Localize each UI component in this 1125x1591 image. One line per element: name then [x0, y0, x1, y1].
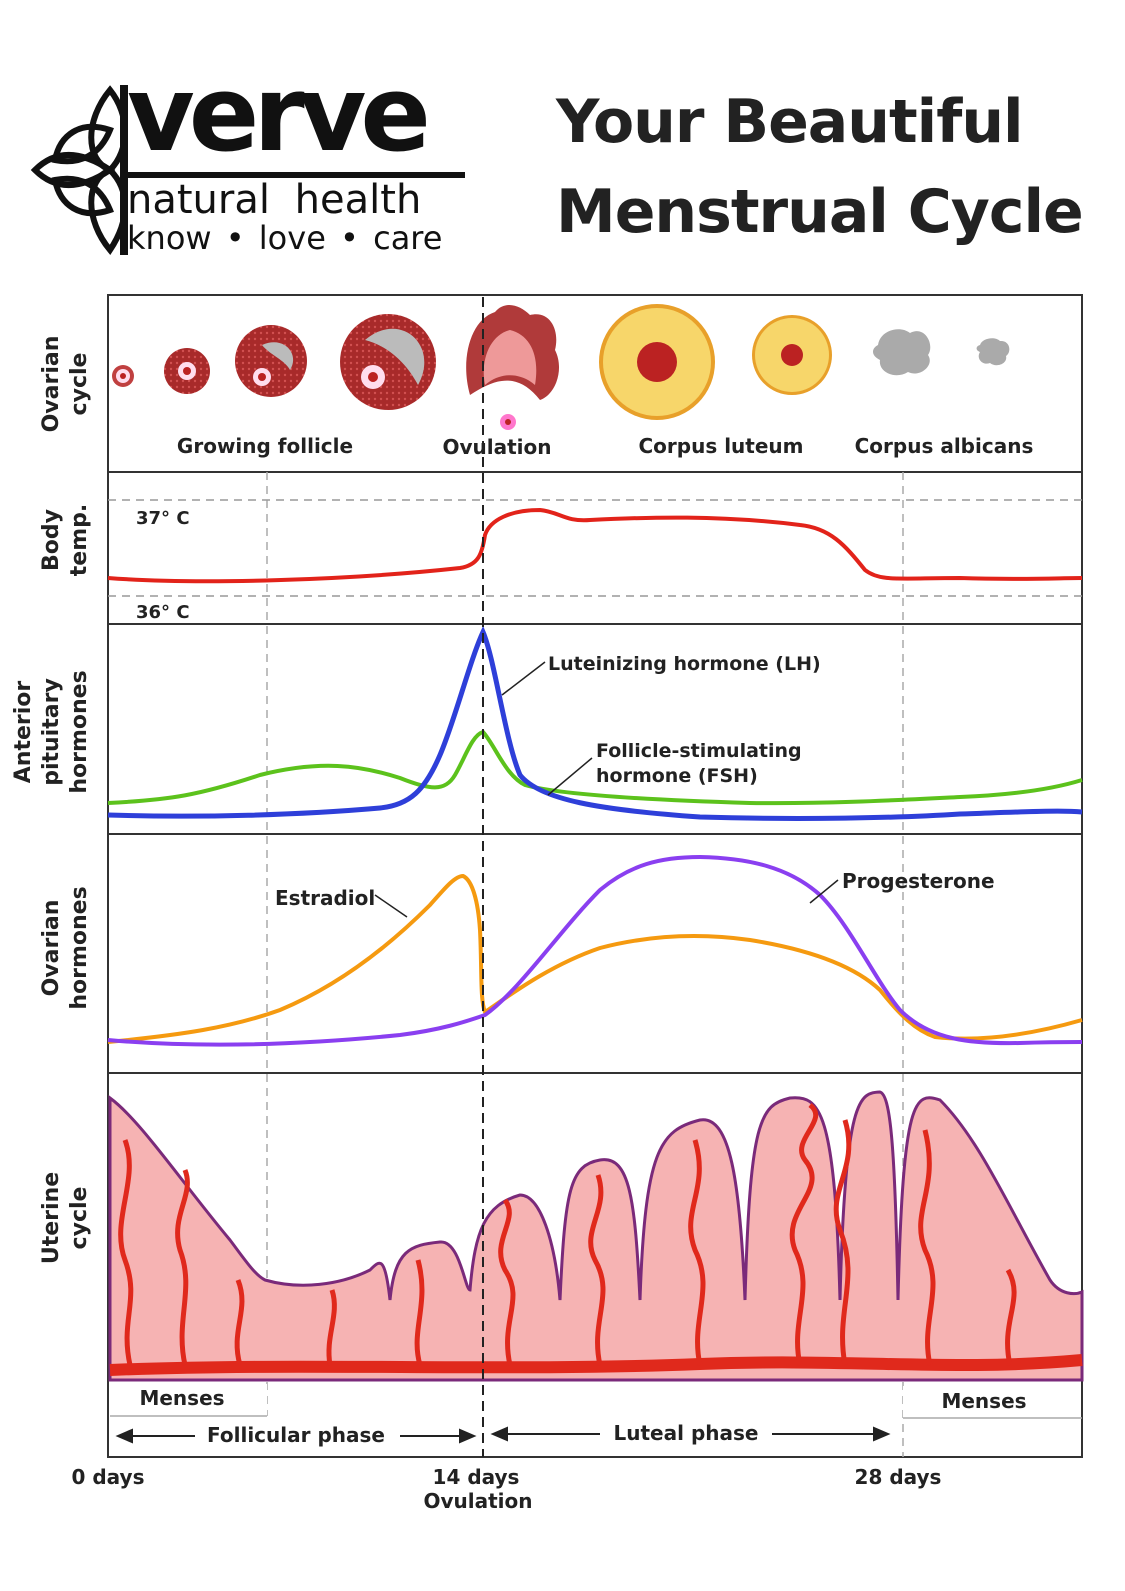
menses-right-label: Menses — [941, 1389, 1026, 1413]
ovulation-stage-label: Ovulation — [442, 435, 551, 459]
follicle-4 — [340, 314, 436, 410]
progesterone-leader — [809, 879, 839, 904]
title-line-2: Menstrual Cycle — [556, 177, 1084, 247]
follicle-1 — [112, 365, 134, 387]
corpus-luteum-large — [599, 304, 715, 420]
day-0-label: 0 days — [71, 1465, 144, 1489]
brand-divider — [127, 172, 465, 178]
fsh-label-line2: hormone (FSH) — [596, 765, 758, 787]
corpus-luteum-label: Corpus luteum — [639, 434, 804, 458]
ovarian-hormones-label: Ovarian hormones — [39, 886, 92, 1009]
ovarian-cycle-label: Ovarian cycle — [39, 336, 92, 433]
anterior-pituitary-label: Anterior pituitary hormones — [11, 670, 92, 793]
temp-36-label: 36° C — [136, 602, 190, 623]
menses-left-box — [110, 1384, 267, 1416]
title-line-1: Your Beautiful — [556, 87, 1024, 157]
lh-label: Luteinizing hormone (LH) — [548, 653, 821, 675]
verve-logo — [25, 80, 485, 260]
estradiol-label: Estradiol — [275, 886, 375, 910]
day-14-label: 14 days — [433, 1465, 520, 1489]
follicle-3 — [235, 325, 307, 397]
luteal-phase-label: Luteal phase — [614, 1421, 759, 1445]
uterine-lining — [108, 1090, 1084, 1382]
diagram-frame — [107, 294, 1083, 1458]
progesterone-label: Progesterone — [842, 869, 995, 893]
follicle-2 — [164, 348, 210, 394]
brand-line: natural health — [127, 177, 422, 223]
corpus-albicans-label: Corpus albicans — [855, 434, 1034, 458]
follicular-phase-label: Follicular phase — [207, 1423, 385, 1447]
corpus-albicans-small — [976, 338, 1010, 366]
lotus-icon — [30, 85, 128, 256]
growing-follicle-label: Growing follicle — [177, 434, 353, 458]
brand-tagline: know • love • care — [127, 219, 443, 257]
fsh-label-line1: Follicle-stimulating — [596, 740, 802, 762]
temperature-curve — [107, 507, 1083, 584]
lh-curve — [107, 625, 1083, 821]
temp-37-label: 37° C — [136, 508, 190, 529]
ovulation-follicle — [466, 304, 560, 430]
estradiol-leader — [374, 894, 408, 918]
follicular-arrows — [115, 1428, 477, 1444]
lh-leader — [501, 661, 546, 696]
progesterone-curve — [107, 854, 1083, 1047]
corpus-albicans-large — [873, 329, 931, 376]
fsh-leader — [547, 757, 593, 796]
brand-name: verve — [127, 53, 431, 175]
menses-right-box — [903, 1386, 1081, 1418]
uterine-cycle-label: Uterine cycle — [39, 1172, 92, 1264]
fsh-curve — [107, 729, 1083, 806]
menses-left-label: Menses — [139, 1386, 224, 1410]
luteal-arrows — [490, 1426, 891, 1442]
estradiol-curve — [107, 873, 1083, 1044]
day-28-label: 28 days — [855, 1465, 942, 1489]
ovulation-axis-label: Ovulation — [423, 1489, 532, 1513]
body-temp-label: Body temp. — [39, 504, 92, 576]
uterine-vessels — [118, 1103, 1017, 1366]
corpus-luteum-small — [752, 315, 832, 395]
